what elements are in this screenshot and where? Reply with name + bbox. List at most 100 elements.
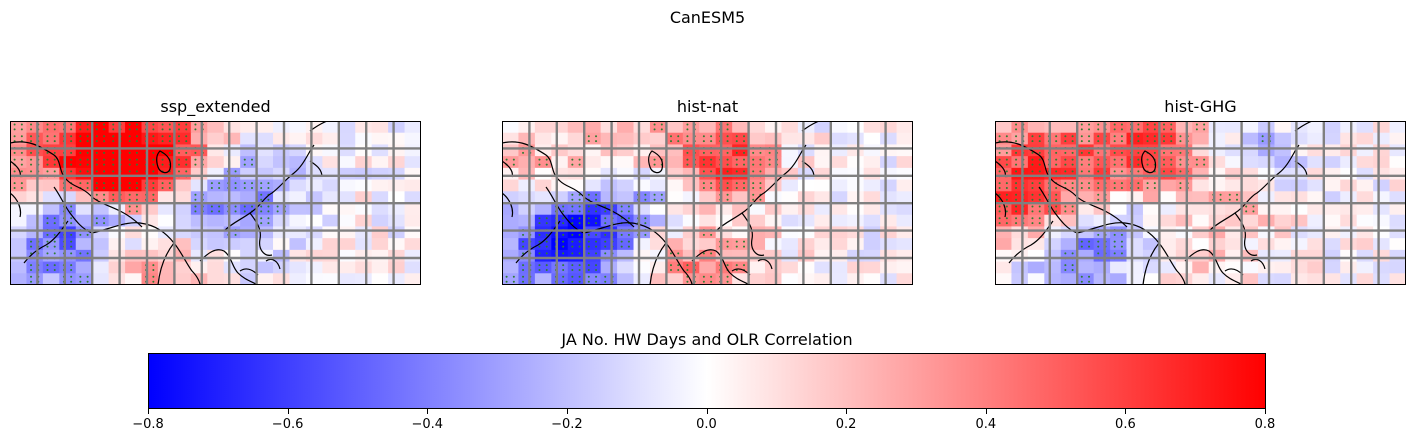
map-cell (600, 214, 618, 228)
colorbar-tick (1265, 409, 1266, 414)
map-cell (404, 249, 421, 263)
map-cell (1290, 203, 1308, 216)
significance-dot (677, 264, 680, 267)
map-cell (1192, 156, 1210, 169)
significance-dot (1120, 182, 1123, 185)
map-frame (10, 121, 421, 285)
map-cell (388, 167, 406, 181)
map-cell (92, 121, 110, 134)
map-cell (765, 261, 783, 274)
significance-dot (178, 135, 180, 138)
significance-dot (1015, 210, 1018, 213)
map-cell (1142, 132, 1160, 146)
map-cell (1060, 121, 1078, 134)
significance-dot (1236, 198, 1238, 201)
coastline-path (156, 150, 172, 174)
map-cell (1356, 203, 1374, 216)
significance-dot (752, 198, 755, 201)
significance-dot (660, 193, 663, 196)
map-cell (273, 238, 291, 251)
significance-dot (194, 210, 197, 213)
significance-dot (1113, 240, 1116, 243)
map-cell (1373, 203, 1391, 216)
significance-dot (267, 187, 270, 190)
map-cell (1389, 238, 1406, 251)
map-cell (289, 238, 307, 251)
map-cell (1323, 214, 1341, 228)
map-cell (322, 261, 340, 274)
map-cell (1340, 249, 1358, 263)
map-cell (125, 156, 143, 169)
map-cell (240, 249, 258, 263)
map-cell (1307, 226, 1325, 239)
map-cell (1307, 214, 1325, 228)
map-cell (600, 261, 618, 274)
map-cell (59, 226, 77, 239)
map-cell (42, 238, 60, 251)
coastline-path (1142, 242, 1160, 285)
significance-dot (70, 240, 73, 243)
significance-dot (1088, 275, 1091, 278)
map-cell (1290, 249, 1308, 263)
map-cell (880, 179, 898, 192)
significance-dot (1137, 187, 1140, 190)
map-cell (174, 179, 192, 192)
map-cell (715, 214, 733, 228)
significance-dot (1137, 182, 1140, 185)
map-cell (1241, 214, 1259, 228)
significance-dot (1170, 135, 1173, 138)
map-cell (371, 167, 389, 181)
map-cell (190, 273, 208, 285)
significance-dot (505, 280, 508, 283)
significance-dot (1153, 182, 1156, 185)
significance-dot (620, 245, 623, 248)
map-cell (1192, 249, 1210, 263)
significance-dot (653, 123, 656, 126)
map-cell (1340, 214, 1358, 228)
map-cell (502, 203, 520, 216)
significance-dot (562, 210, 565, 213)
significance-dot (267, 217, 270, 220)
map-cell (1290, 156, 1308, 169)
significance-dot (522, 252, 525, 255)
map-cell (388, 191, 406, 204)
significance-dot (1038, 140, 1041, 143)
map-cell (256, 179, 274, 192)
significance-dot (86, 170, 89, 173)
map-cell (1060, 261, 1078, 274)
significance-dot (135, 210, 138, 213)
map-cell (42, 191, 60, 204)
map-panel-hist-nat (502, 121, 913, 285)
map-cell (633, 249, 651, 263)
map-cell (1159, 191, 1177, 204)
significance-dot (1113, 187, 1116, 190)
map-cell (355, 203, 373, 216)
significance-dot (998, 205, 1001, 208)
significance-dot (1038, 135, 1041, 138)
map-cell (1373, 167, 1391, 181)
map-cell (42, 179, 60, 192)
significance-dot (686, 140, 689, 143)
map-cell (338, 121, 356, 134)
map-cell (649, 203, 667, 216)
significance-dot (218, 187, 221, 190)
significance-dot (752, 163, 755, 166)
significance-dot (1064, 210, 1067, 213)
map-cell (157, 191, 175, 204)
map-cell (240, 132, 258, 146)
significance-dot (1038, 198, 1041, 201)
significance-dot (86, 187, 89, 190)
map-cell (207, 226, 225, 239)
map-cell (502, 167, 520, 181)
significance-dot (620, 205, 623, 208)
map-cell (371, 273, 389, 285)
significance-dot (276, 205, 279, 208)
map-cell (1307, 144, 1325, 157)
map-cell (748, 144, 766, 157)
significance-dot (1120, 151, 1123, 154)
map-cell (781, 132, 799, 146)
map-cell (125, 144, 143, 157)
map-cell (748, 261, 766, 274)
map-cell (863, 261, 881, 274)
map-cell (388, 214, 406, 228)
